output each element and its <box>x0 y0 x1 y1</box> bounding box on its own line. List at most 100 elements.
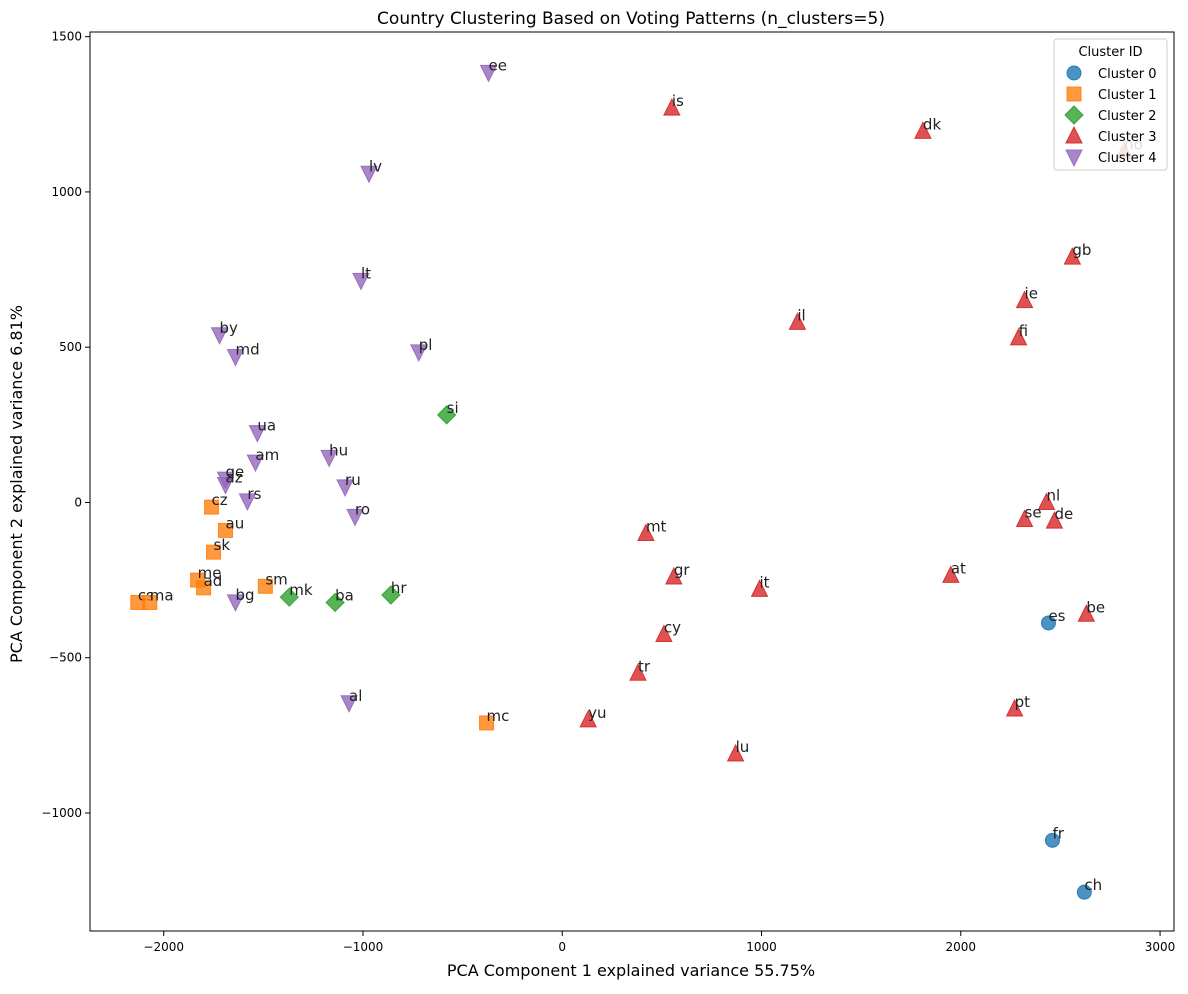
legend-marker-cluster-2 <box>1064 105 1084 125</box>
y-tick-label: −500 <box>49 651 82 665</box>
point-label-cy: cy <box>664 618 681 636</box>
cluster-0-point-es <box>1040 615 1056 631</box>
cluster-3-point-ie <box>1015 290 1034 309</box>
legend: Cluster ID Cluster 0 Cluster 1 Cluster 2 Clu… <box>1053 38 1168 171</box>
cluster-4-point-am <box>246 454 265 473</box>
point-label-fr: fr <box>1052 824 1064 842</box>
cluster-4-point-ua <box>248 425 267 443</box>
point-label-dk: dk <box>923 115 942 133</box>
point-label-gb: gb <box>1072 241 1091 259</box>
point-label-ad: ad <box>204 572 223 590</box>
point-label-gr: gr <box>674 561 691 579</box>
point-label-it: it <box>760 573 770 591</box>
y-tick-label: −1000 <box>41 806 82 820</box>
point-label-be: be <box>1086 598 1105 616</box>
point-label-ie: ie <box>1025 285 1038 303</box>
legend-marker-cluster-4 <box>1065 149 1083 168</box>
x-tick-label: −2000 <box>143 940 184 954</box>
cluster-4-point-pl <box>409 344 428 362</box>
x-tick-label: 1000 <box>746 940 777 954</box>
cluster-2-point-mk <box>279 587 299 607</box>
cluster-3-point-gb <box>1063 247 1082 265</box>
y-tick-label: 1500 <box>51 30 82 44</box>
cluster-3-point-pt <box>1005 698 1024 717</box>
point-label-lv: lv <box>369 157 382 175</box>
axes-frame <box>89 31 1175 932</box>
point-label-nl: nl <box>1046 486 1060 504</box>
cluster-3-point-yu <box>579 709 597 728</box>
cluster-4-point-hu <box>320 449 338 468</box>
cluster-2-point-si <box>436 405 457 425</box>
x-tick-label: 0 <box>558 940 566 954</box>
point-label-sk: sk <box>214 536 231 554</box>
point-label-ch: ch <box>1084 876 1102 894</box>
point-label-ro: ro <box>355 500 370 518</box>
point-label-cz: cz <box>212 491 228 509</box>
point-label-ua: ua <box>257 417 276 435</box>
point-label-il: il <box>797 306 805 324</box>
y-tick-label: 500 <box>59 340 82 354</box>
point-label-mt: mt <box>646 518 667 536</box>
point-label-yu: yu <box>588 704 606 722</box>
point-label-ee: ee <box>489 56 507 74</box>
cluster-3-point-il <box>788 312 807 330</box>
point-label-rs: rs <box>247 485 261 503</box>
cluster-4-point-ee <box>479 64 498 83</box>
x-axis-label: PCA Component 1 explained variance 55.75… <box>447 961 815 980</box>
point-label-sm: sm <box>265 570 287 588</box>
cluster-3-point-is <box>663 97 681 116</box>
point-label-pt: pt <box>1015 693 1031 711</box>
cluster-1-point-au <box>218 522 233 538</box>
cluster-3-point-it <box>750 579 769 597</box>
legend-label-cluster-3: Cluster 3 <box>1098 130 1157 145</box>
cluster-1-point-ad <box>196 580 212 596</box>
plot-area: −2000 −1000 0 1000 2000 3000 −1000 −500 0 500 1000… <box>41 30 1175 954</box>
cluster-3-point-nl <box>1037 492 1056 510</box>
point-label-es: es <box>1048 607 1065 625</box>
cluster-2-point-hr <box>381 585 401 605</box>
cluster-1-point-sm <box>257 578 273 594</box>
y-axis-label: PCA Component 2 explained variance 6.81% <box>7 305 26 663</box>
cluster-4-point-al <box>340 695 358 713</box>
cluster-3-point-mt <box>637 523 655 542</box>
point-label-by: by <box>220 319 239 337</box>
point-label-md: md <box>235 341 259 359</box>
point-label-fi: fi <box>1019 322 1028 340</box>
cluster-3-point-cy <box>655 624 673 642</box>
point-label-si: si <box>447 399 459 417</box>
cluster-0-point-fr <box>1044 832 1060 848</box>
point-label-au: au <box>226 514 245 532</box>
cluster-3-point-dk <box>914 121 932 139</box>
x-tick-label: 2000 <box>946 940 977 954</box>
x-tick-label: 3000 <box>1145 940 1176 954</box>
cluster-2-point-ba <box>325 592 345 613</box>
legend-label-cluster-4: Cluster 4 <box>1098 151 1157 166</box>
legend-label-cluster-0: Cluster 0 <box>1098 67 1157 82</box>
cluster-1-point-sk <box>206 544 222 560</box>
point-label-is: is <box>672 92 684 110</box>
legend-marker-cluster-3 <box>1065 125 1083 144</box>
point-label-az: az <box>226 468 243 486</box>
point-label-pl: pl <box>419 336 433 354</box>
cluster-4-point-az <box>216 476 235 495</box>
legend-label-cluster-1: Cluster 1 <box>1098 88 1157 103</box>
point-label-ru: ru <box>345 471 361 489</box>
point-label-me: me <box>198 564 222 582</box>
cluster-3-point-tr <box>629 663 647 681</box>
x-tick-label: −1000 <box>343 940 384 954</box>
point-label-lt: lt <box>361 264 371 282</box>
legend-marker-cluster-1 <box>1066 86 1082 102</box>
legend-label-cluster-2: Cluster 2 <box>1098 109 1157 124</box>
point-label-mk: mk <box>289 581 313 599</box>
cluster-4-point-ru <box>336 479 354 498</box>
cluster-4-point-bg <box>226 594 245 612</box>
cluster-1-point-ma <box>142 594 158 610</box>
legend-title: Cluster ID <box>1078 45 1142 60</box>
chart-title: Country Clustering Based on Voting Patte… <box>377 9 885 29</box>
point-label-am: am <box>255 446 279 464</box>
cluster-4-point-ro <box>346 508 364 527</box>
cluster-3-point-at <box>942 565 960 583</box>
legend-box <box>1053 38 1168 171</box>
y-tick-label: 1000 <box>51 185 82 199</box>
